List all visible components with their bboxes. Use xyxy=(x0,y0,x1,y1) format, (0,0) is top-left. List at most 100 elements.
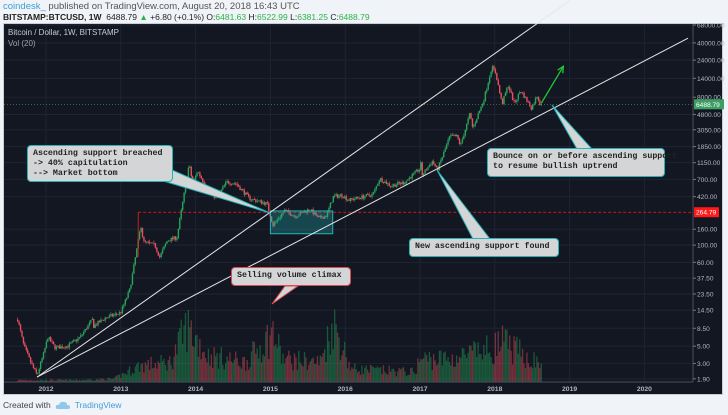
volume-bar xyxy=(108,377,111,382)
price-tick-label: 24000.00 xyxy=(697,58,725,65)
candle-body xyxy=(236,183,238,186)
candle-body xyxy=(84,329,86,332)
up-triangle-icon: ▲ xyxy=(139,12,148,22)
candle-body xyxy=(433,161,435,164)
candle-body xyxy=(420,162,422,170)
volume-indicator-label[interactable]: Vol (20) xyxy=(8,39,36,48)
volume-bar xyxy=(25,379,27,382)
candle-body xyxy=(292,215,294,217)
candle-body xyxy=(520,92,522,93)
volume-bar xyxy=(150,356,152,382)
open-value: 6481.63 xyxy=(215,12,247,22)
volume-bar xyxy=(331,323,333,382)
price-tick-label: 40000.00 xyxy=(697,40,725,47)
candle-body xyxy=(365,194,367,197)
candle-body xyxy=(496,73,498,81)
volume-bar xyxy=(293,353,296,382)
candle-body xyxy=(379,178,382,181)
published-text: published on TradingView.com, August 20,… xyxy=(45,1,300,12)
volume-bar xyxy=(494,332,496,382)
volume-bar xyxy=(94,380,96,382)
tradingview-link[interactable]: TradingView xyxy=(74,400,122,410)
volume-bar xyxy=(388,365,390,382)
volume-bar xyxy=(37,380,39,382)
volume-bar xyxy=(164,364,167,382)
volume-bar xyxy=(501,325,504,382)
annotation-volume-climax[interactable]: Selling volume climax xyxy=(231,267,351,286)
candle-body xyxy=(34,367,36,370)
volume-bar xyxy=(361,365,363,382)
candle-body xyxy=(501,98,504,104)
candle-body xyxy=(346,199,349,201)
candle-body xyxy=(334,195,336,197)
candle-body xyxy=(329,203,332,208)
volume-bar xyxy=(229,352,231,382)
volume-bar xyxy=(464,354,466,382)
candle-body xyxy=(509,87,511,91)
candle-body xyxy=(478,110,481,114)
annotation-new-support[interactable]: New ascending support found xyxy=(409,238,559,257)
candle-body xyxy=(289,212,291,216)
candle-body xyxy=(249,196,251,201)
volume-bar xyxy=(318,365,320,382)
annotation-support-breached[interactable]: Ascending support breached -> 40% capitu… xyxy=(27,145,173,182)
volume-bar xyxy=(113,378,115,382)
volume-bar xyxy=(170,364,172,382)
volume-bar xyxy=(422,358,425,382)
candle-body xyxy=(490,71,492,78)
volume-bar xyxy=(140,364,142,382)
volume-bar xyxy=(45,379,47,382)
volume-bar xyxy=(325,361,327,382)
volume-bar xyxy=(417,358,419,382)
volume-bar xyxy=(438,350,441,382)
candle-body xyxy=(202,178,204,182)
candle-body xyxy=(367,194,369,195)
volume-bar xyxy=(418,361,420,382)
volume-bar xyxy=(285,358,287,382)
volume-bar xyxy=(478,354,481,382)
volume-bar xyxy=(223,369,225,382)
candle-body xyxy=(37,373,39,375)
volume-bar xyxy=(313,364,316,382)
candle-body xyxy=(176,238,178,240)
volume-bar xyxy=(60,379,62,382)
candle-body xyxy=(87,325,89,330)
candle-body xyxy=(223,185,225,187)
candle-body xyxy=(391,185,393,187)
candle-body xyxy=(227,180,230,184)
volume-bar xyxy=(114,376,116,382)
candle-body xyxy=(25,346,28,351)
candle-body xyxy=(124,299,126,305)
candle-body xyxy=(148,241,151,243)
volume-bar xyxy=(222,364,224,382)
chart-frame[interactable] xyxy=(3,23,723,395)
annotation-bounce[interactable]: Bounce on or before ascending support to… xyxy=(487,148,677,177)
candle-body xyxy=(113,314,115,317)
volume-bar xyxy=(329,354,332,382)
volume-bar xyxy=(105,380,108,382)
volume-bar xyxy=(80,380,82,382)
volume-bar xyxy=(111,378,113,382)
volume-bar xyxy=(183,325,185,382)
candle-body xyxy=(278,218,280,220)
volume-bar xyxy=(425,355,428,382)
candle-body xyxy=(342,196,345,199)
candle-body xyxy=(17,319,19,322)
volume-bar xyxy=(346,368,349,382)
candle-body xyxy=(531,104,534,110)
candle-body xyxy=(100,319,102,323)
candle-body xyxy=(298,215,300,217)
candle-body xyxy=(296,216,299,218)
candle-body xyxy=(408,177,411,180)
volume-bar xyxy=(448,361,451,382)
volume-bar xyxy=(379,366,382,382)
candle-body xyxy=(526,97,528,102)
candle-body xyxy=(470,113,472,119)
volume-bar xyxy=(127,369,129,382)
volume-bar xyxy=(49,379,52,382)
volume-bar xyxy=(296,369,299,382)
candle-body xyxy=(114,313,116,315)
volume-bar xyxy=(440,350,442,382)
author-link[interactable]: coindesk_ xyxy=(3,1,46,12)
